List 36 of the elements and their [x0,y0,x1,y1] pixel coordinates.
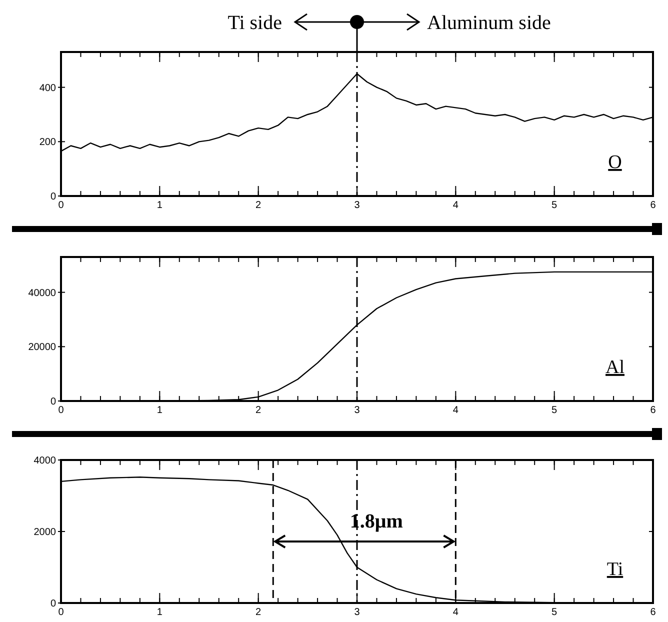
x-tick-label: 2 [256,405,262,416]
x-tick-label: 5 [552,405,558,416]
x-tick-label: 1 [156,200,163,211]
x-tick-label: 1 [156,405,163,416]
y-tick-label: 4000 [34,456,56,466]
annotation: 1.8μm [350,510,404,533]
y-tick-label: 2000 [34,527,56,538]
x-tick-label: 5 [552,200,558,211]
x-tick-label: 5 [552,607,558,618]
series-label: O [608,152,622,173]
text: Aluminum side [427,12,552,34]
y-tick-label: 20000 [28,342,56,354]
x-tick-label: 2 [256,607,262,618]
y-tick-label: 0 [50,192,56,202]
x-tick-label: 1 [156,607,163,618]
x-tick-label: 0 [58,405,64,416]
x-tick-label: 0 [58,607,64,618]
x-tick-label: 6 [650,200,656,211]
x-tick-label: 6 [650,607,656,618]
x-tick-label: 2 [256,200,262,211]
text: Al [606,357,624,378]
y-tick-label: 400 [39,82,56,94]
x-tick-label: 4 [452,405,459,416]
x-tick-label: 6 [650,405,656,416]
y-tick-label: 0 [50,396,56,408]
x-tick-label: 3 [354,405,360,416]
y-tick-label: 200 [39,137,56,148]
x-tick-label: 3 [354,200,360,211]
x-tick-label: 4 [452,607,459,618]
y-tick-label: 0 [50,598,56,610]
y-tick-label: 40000 [28,288,56,299]
x-tick-label: 4 [452,200,459,211]
x-tick-label: 3 [354,607,360,618]
series-label: Ti [606,559,624,580]
text: Ti side [228,12,282,34]
x-tick-label: 0 [58,200,64,211]
